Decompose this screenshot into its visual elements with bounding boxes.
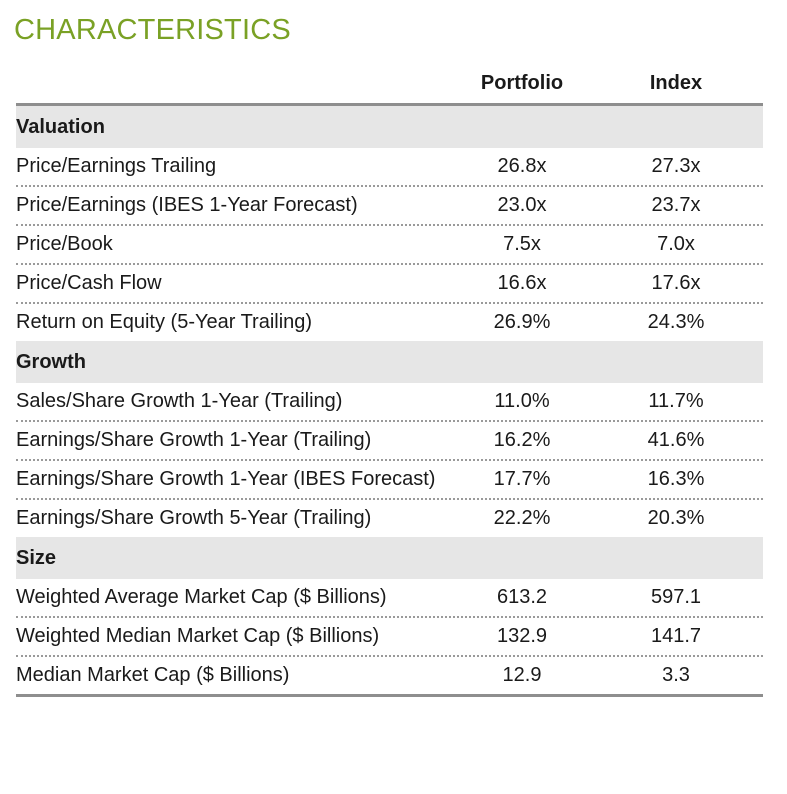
- row-label: Price/Cash Flow: [16, 272, 162, 294]
- row-label: Price/Earnings (IBES 1-Year Forecast): [16, 194, 358, 216]
- index-value: 3.3: [662, 664, 690, 686]
- table-row: Sales/Share Growth 1-Year (Trailing) 11.…: [16, 383, 763, 422]
- table-row: Weighted Median Market Cap ($ Billions) …: [16, 618, 763, 657]
- table-row: Price/Cash Flow 16.6x 17.6x: [16, 265, 763, 304]
- row-label: Earnings/Share Growth 5-Year (Trailing): [16, 507, 372, 529]
- portfolio-value: 7.5x: [503, 233, 541, 255]
- index-value: 24.3%: [647, 311, 705, 333]
- section-label: Growth: [16, 350, 86, 373]
- section-header-size: Size: [16, 537, 763, 579]
- table-row: Price/Earnings (IBES 1-Year Forecast) 23…: [16, 187, 763, 226]
- row-label: Sales/Share Growth 1-Year (Trailing): [16, 390, 343, 412]
- portfolio-value: 22.2%: [493, 507, 551, 529]
- table-row: Price/Book 7.5x 7.0x: [16, 226, 763, 265]
- index-value: 141.7: [650, 625, 702, 647]
- row-label: Price/Earnings Trailing: [16, 155, 217, 177]
- table-row: Return on Equity (5-Year Trailing) 26.9%…: [16, 304, 763, 341]
- index-value: 20.3%: [647, 507, 705, 529]
- row-label: Return on Equity (5-Year Trailing): [16, 311, 313, 333]
- portfolio-value: 26.9%: [493, 311, 551, 333]
- portfolio-value: 23.0x: [497, 194, 547, 216]
- row-label: Earnings/Share Growth 1-Year (Trailing): [16, 429, 372, 451]
- portfolio-value: 11.0%: [494, 390, 550, 412]
- index-value: 7.0x: [657, 233, 695, 255]
- portfolio-value: 613.2: [496, 586, 548, 608]
- index-value: 597.1: [650, 586, 702, 608]
- row-label: Weighted Median Market Cap ($ Billions): [16, 625, 380, 647]
- row-label: Price/Book: [16, 233, 113, 255]
- column-headers: Portfolio Index: [16, 70, 763, 100]
- column-header-portfolio: Portfolio: [480, 72, 564, 94]
- column-header-index: Index: [649, 72, 703, 94]
- index-value: 27.3x: [651, 155, 701, 177]
- index-value: 17.6x: [651, 272, 701, 294]
- row-label: Earnings/Share Growth 1-Year (IBES Forec…: [16, 468, 436, 490]
- table-row: Earnings/Share Growth 5-Year (Trailing) …: [16, 500, 763, 537]
- table-row: Weighted Average Market Cap ($ Billions)…: [16, 579, 763, 618]
- portfolio-value: 16.2%: [493, 429, 551, 451]
- section-header-growth: Growth: [16, 341, 763, 383]
- section-label: Valuation: [16, 115, 105, 138]
- index-value: 16.3%: [647, 468, 705, 490]
- table-row: Median Market Cap ($ Billions) 12.9 3.3: [16, 657, 763, 694]
- page-title: CHARACTERISTICS: [14, 14, 291, 46]
- row-label: Median Market Cap ($ Billions): [16, 664, 290, 686]
- section-label: Size: [16, 546, 57, 569]
- characteristics-table: Valuation Price/Earnings Trailing 26.8x …: [16, 103, 763, 697]
- row-label: Weighted Average Market Cap ($ Billions): [16, 586, 387, 608]
- table-row: Price/Earnings Trailing 26.8x 27.3x: [16, 148, 763, 187]
- portfolio-value: 12.9: [502, 664, 542, 686]
- portfolio-value: 16.6x: [497, 272, 547, 294]
- index-value: 11.7%: [648, 390, 704, 412]
- portfolio-value: 26.8x: [497, 155, 547, 177]
- table-row: Earnings/Share Growth 1-Year (Trailing) …: [16, 422, 763, 461]
- portfolio-value: 17.7%: [493, 468, 551, 490]
- index-value: 23.7x: [651, 194, 701, 216]
- index-value: 41.6%: [647, 429, 705, 451]
- section-header-valuation: Valuation: [16, 106, 763, 148]
- portfolio-value: 132.9: [496, 625, 548, 647]
- table-row: Earnings/Share Growth 1-Year (IBES Forec…: [16, 461, 763, 500]
